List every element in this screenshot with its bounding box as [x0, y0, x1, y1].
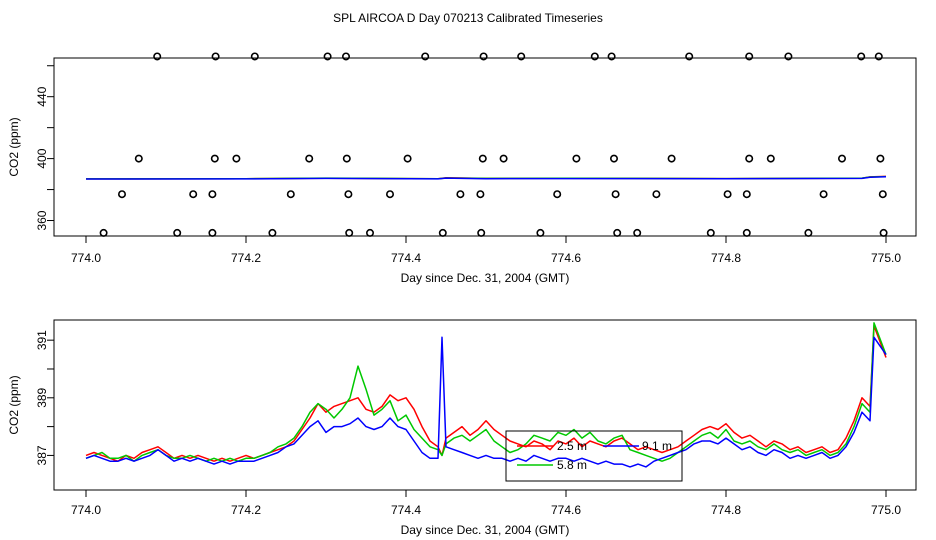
x-tick-label: 774.8: [711, 251, 741, 265]
calibration-point: [421, 52, 430, 61]
y-tick-label: 400: [35, 148, 49, 168]
calibration-point: [553, 190, 562, 199]
top-panel-calibration: 774.0 774.2 774.4 774.6 774.8 775.0 360 400 440 D…: [7, 52, 917, 285]
calibration-point: [607, 52, 616, 61]
calibration-point: [438, 228, 447, 237]
y-tick-label: 440: [35, 86, 49, 106]
calibration-point: [189, 190, 198, 199]
calibration-point: [344, 190, 353, 199]
calibration-point: [819, 190, 828, 199]
calibration-point: [210, 154, 219, 163]
calibration-point: [745, 154, 754, 163]
calibration-point: [268, 228, 277, 237]
chart-title: SPL AIRCOA D Day 070213 Calibrated Times…: [333, 11, 603, 25]
calibration-point: [706, 228, 715, 237]
plot-frame: [53, 319, 917, 491]
calibration-point: [99, 228, 108, 237]
calibration-point: [208, 228, 217, 237]
calibration-point: [879, 228, 888, 237]
calibration-point: [476, 190, 485, 199]
calibration-point: [232, 154, 241, 163]
calibration-point: [173, 228, 182, 237]
calibration-point: [153, 52, 162, 61]
legend-box: [505, 430, 683, 482]
calibration-point: [479, 52, 488, 61]
legend: 2.5 m 5.8 m 9.1 m: [505, 430, 683, 482]
legend-label: 9.1 m: [642, 439, 672, 453]
x-tick-label: 775.0: [871, 503, 901, 517]
y-tick-label: 360: [35, 210, 49, 230]
calibration-point: [572, 154, 581, 163]
calibration-point: [456, 190, 465, 199]
calibration-point: [723, 190, 732, 199]
calibration-point: [685, 52, 694, 61]
x-axis-label: Day since Dec. 31, 2004 (GMT): [401, 271, 570, 285]
calibration-point: [590, 52, 599, 61]
bottom-panel-timeseries: 774.0 774.2 774.4 774.6 774.8 775.0 387 389 391 D…: [7, 319, 917, 537]
legend-label: 2.5 m: [557, 439, 587, 453]
series-line-2-5-m: [85, 325, 887, 462]
calibration-point: [323, 52, 332, 61]
calibration-point: [385, 190, 394, 199]
x-tick-label: 774.6: [551, 503, 581, 517]
calibration-point: [211, 52, 220, 61]
y-tick-label: 387: [35, 445, 49, 465]
calibration-point: [874, 52, 883, 61]
calibration-point: [536, 228, 545, 237]
x-tick-label: 774.2: [231, 251, 261, 265]
x-axis-label: Day since Dec. 31, 2004 (GMT): [401, 523, 570, 537]
y-axis-label: CO2 (ppm): [7, 375, 21, 434]
x-tick-label: 775.0: [871, 251, 901, 265]
calibration-point: [517, 52, 526, 61]
calibration-point: [745, 52, 754, 61]
calibration-point: [305, 154, 314, 163]
x-tick-label: 774.2: [231, 503, 261, 517]
calibration-point: [345, 228, 354, 237]
x-tick-label: 774.0: [71, 251, 101, 265]
legend-label: 5.8 m: [557, 458, 587, 472]
calibration-point: [499, 154, 508, 163]
x-tick-label: 774.6: [551, 251, 581, 265]
x-tick-label: 774.4: [391, 251, 421, 265]
calibration-point: [342, 154, 351, 163]
y-axis-label: CO2 (ppm): [7, 117, 21, 176]
x-tick-label: 774.0: [71, 503, 101, 517]
series-line-9-1-m: [85, 336, 887, 468]
x-tick-label: 774.8: [711, 503, 741, 517]
calibration-point: [652, 190, 661, 199]
calibration-point: [613, 228, 622, 237]
calibration-point: [341, 52, 350, 61]
series-line-9-1-m: [85, 175, 887, 180]
calibration-point: [365, 228, 374, 237]
calibration-point: [667, 154, 676, 163]
calibration-point: [837, 154, 846, 163]
y-tick-label: 391: [35, 330, 49, 350]
y-tick-label: 389: [35, 387, 49, 407]
calibration-point: [286, 190, 295, 199]
calibration-point: [766, 154, 775, 163]
calibration-point: [633, 228, 642, 237]
calibration-point: [250, 52, 259, 61]
calibration-point: [742, 190, 751, 199]
calibration-point: [403, 154, 412, 163]
calibration-point: [857, 52, 866, 61]
calibration-point: [611, 190, 620, 199]
calibration-point: [609, 154, 618, 163]
calibration-point: [478, 154, 487, 163]
calibration-point: [134, 154, 143, 163]
series-line-5-8-m: [85, 322, 887, 462]
plot-frame: [53, 57, 917, 237]
calibration-point: [878, 190, 887, 199]
calibration-point: [118, 190, 127, 199]
calibration-point: [208, 190, 217, 199]
calibration-point: [804, 228, 813, 237]
calibration-point: [477, 228, 486, 237]
calibration-point: [876, 154, 885, 163]
x-tick-label: 774.4: [391, 503, 421, 517]
calibration-point: [742, 228, 751, 237]
calibration-point: [784, 52, 793, 61]
